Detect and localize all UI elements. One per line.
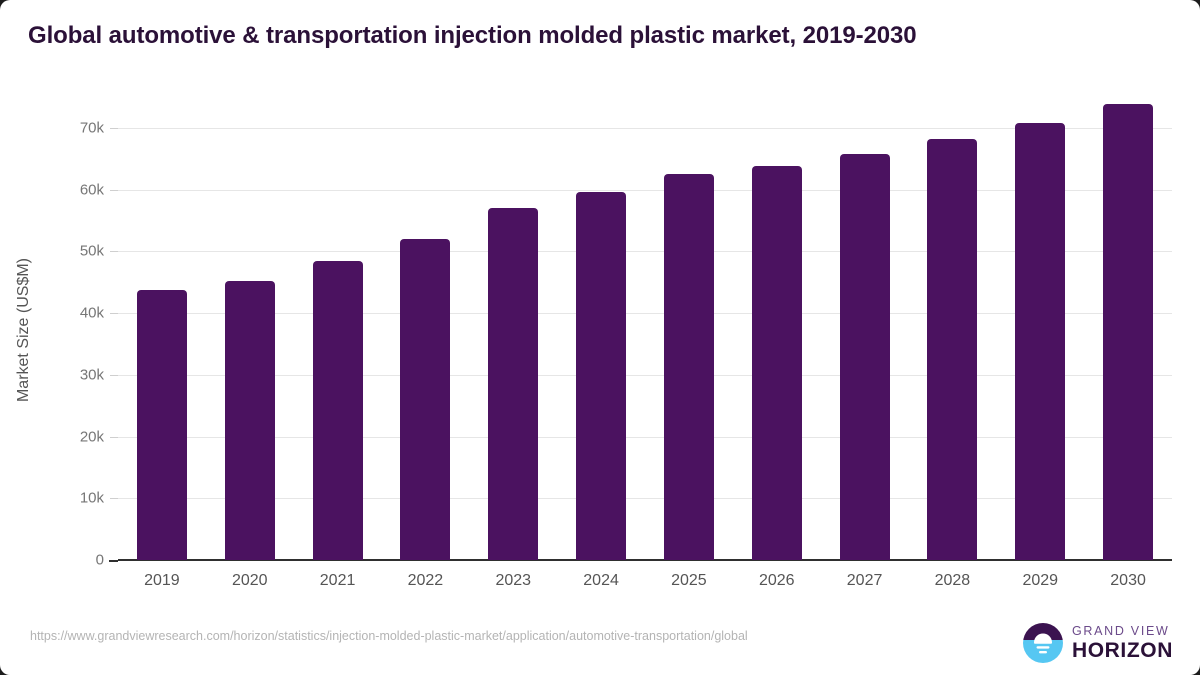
bar-slot (909, 100, 997, 560)
bar-slot (996, 100, 1084, 560)
y-tick-mark (110, 313, 118, 315)
y-tick-mark (110, 189, 118, 191)
bar-2022[interactable] (400, 238, 451, 560)
logo-top-text: GRAND VIEW (1071, 623, 1170, 638)
y-axis: 0 10k 20k 30k 40k 50k 60k 70k (0, 100, 118, 569)
bar-2021[interactable] (312, 260, 363, 560)
x-tick-label-2026: 2026 (758, 572, 795, 589)
gridline (118, 498, 1172, 500)
bar-slot (118, 100, 206, 560)
source-url[interactable]: https://www.grandviewresearch.com/horizo… (30, 629, 748, 643)
x-tick-label-2025: 2025 (671, 572, 707, 589)
horizon-logo-icon (1022, 623, 1063, 663)
y-tick-mark (110, 127, 118, 129)
bar-2023[interactable] (488, 208, 539, 560)
bar-2030[interactable] (1103, 104, 1154, 560)
y-axis-title: Market Size (US$M) (15, 257, 32, 403)
bar-slot (469, 100, 557, 560)
brand-logo[interactable]: GRAND VIEW HORIZON (1022, 620, 1173, 666)
bar-slot (1084, 100, 1172, 560)
y-tick-label: 40k (79, 304, 104, 322)
bar-2029[interactable] (1015, 123, 1066, 560)
logo-bottom-text: HORIZON (1071, 639, 1173, 663)
page-title: Global automotive & transportation injec… (28, 22, 917, 49)
y-tick-label: 60k (79, 181, 104, 199)
x-tick-label-2027: 2027 (846, 572, 883, 589)
bar-slot (557, 100, 645, 560)
x-tick-label-2029: 2029 (1022, 572, 1059, 589)
y-tick-mark (110, 436, 118, 438)
bar-2019[interactable] (136, 289, 187, 560)
x-tick-label-2022: 2022 (407, 572, 444, 589)
gridline (118, 436, 1172, 438)
gridlines (118, 100, 1172, 560)
y-tick-label: 0 (95, 551, 104, 569)
y-tick-mark (110, 374, 118, 376)
bar-series (118, 100, 1172, 560)
x-tick-label-2020: 2020 (231, 572, 268, 589)
bar-2020[interactable] (224, 280, 275, 560)
gridline (118, 313, 1172, 315)
x-axis-labels: 2019 2020 2021 2022 2023 2024 2025 2026 2027 2028… (118, 562, 1172, 592)
bar-2026[interactable] (751, 166, 802, 560)
logo-wordmark: GRAND VIEW HORIZON (1072, 625, 1173, 662)
gridline (118, 127, 1172, 129)
y-tick-label: 50k (79, 242, 104, 260)
x-tick-label-2028: 2028 (934, 572, 971, 589)
x-tick-label-2024: 2024 (583, 572, 619, 589)
plot-area (118, 100, 1172, 561)
bar-2028[interactable] (927, 138, 978, 560)
bar-2027[interactable] (839, 153, 890, 560)
y-tick-mark (109, 560, 118, 562)
bar-slot (206, 100, 294, 560)
x-tick-label-2030: 2030 (1110, 572, 1146, 589)
bar-slot (821, 100, 909, 560)
y-tick-label: 30k (79, 366, 104, 384)
x-tick-label-2019: 2019 (144, 572, 180, 589)
bar-slot (294, 100, 382, 560)
y-tick-mark (110, 251, 118, 253)
bar-2024[interactable] (576, 192, 627, 560)
gridline (118, 374, 1172, 376)
gridline (118, 189, 1172, 191)
x-tick-label-2023: 2023 (495, 572, 532, 589)
y-tick-mark (110, 498, 118, 500)
x-axis-line (118, 559, 1172, 561)
y-tick-label: 10k (79, 489, 104, 507)
y-tick-label: 20k (79, 428, 104, 445)
y-tick-label: 70k (79, 119, 104, 137)
gridline (118, 251, 1172, 253)
x-tick-label-2021: 2021 (319, 572, 356, 589)
bar-slot (382, 100, 470, 560)
bar-slot (733, 100, 821, 560)
bar-2025[interactable] (663, 174, 714, 560)
bar-slot (645, 100, 733, 560)
